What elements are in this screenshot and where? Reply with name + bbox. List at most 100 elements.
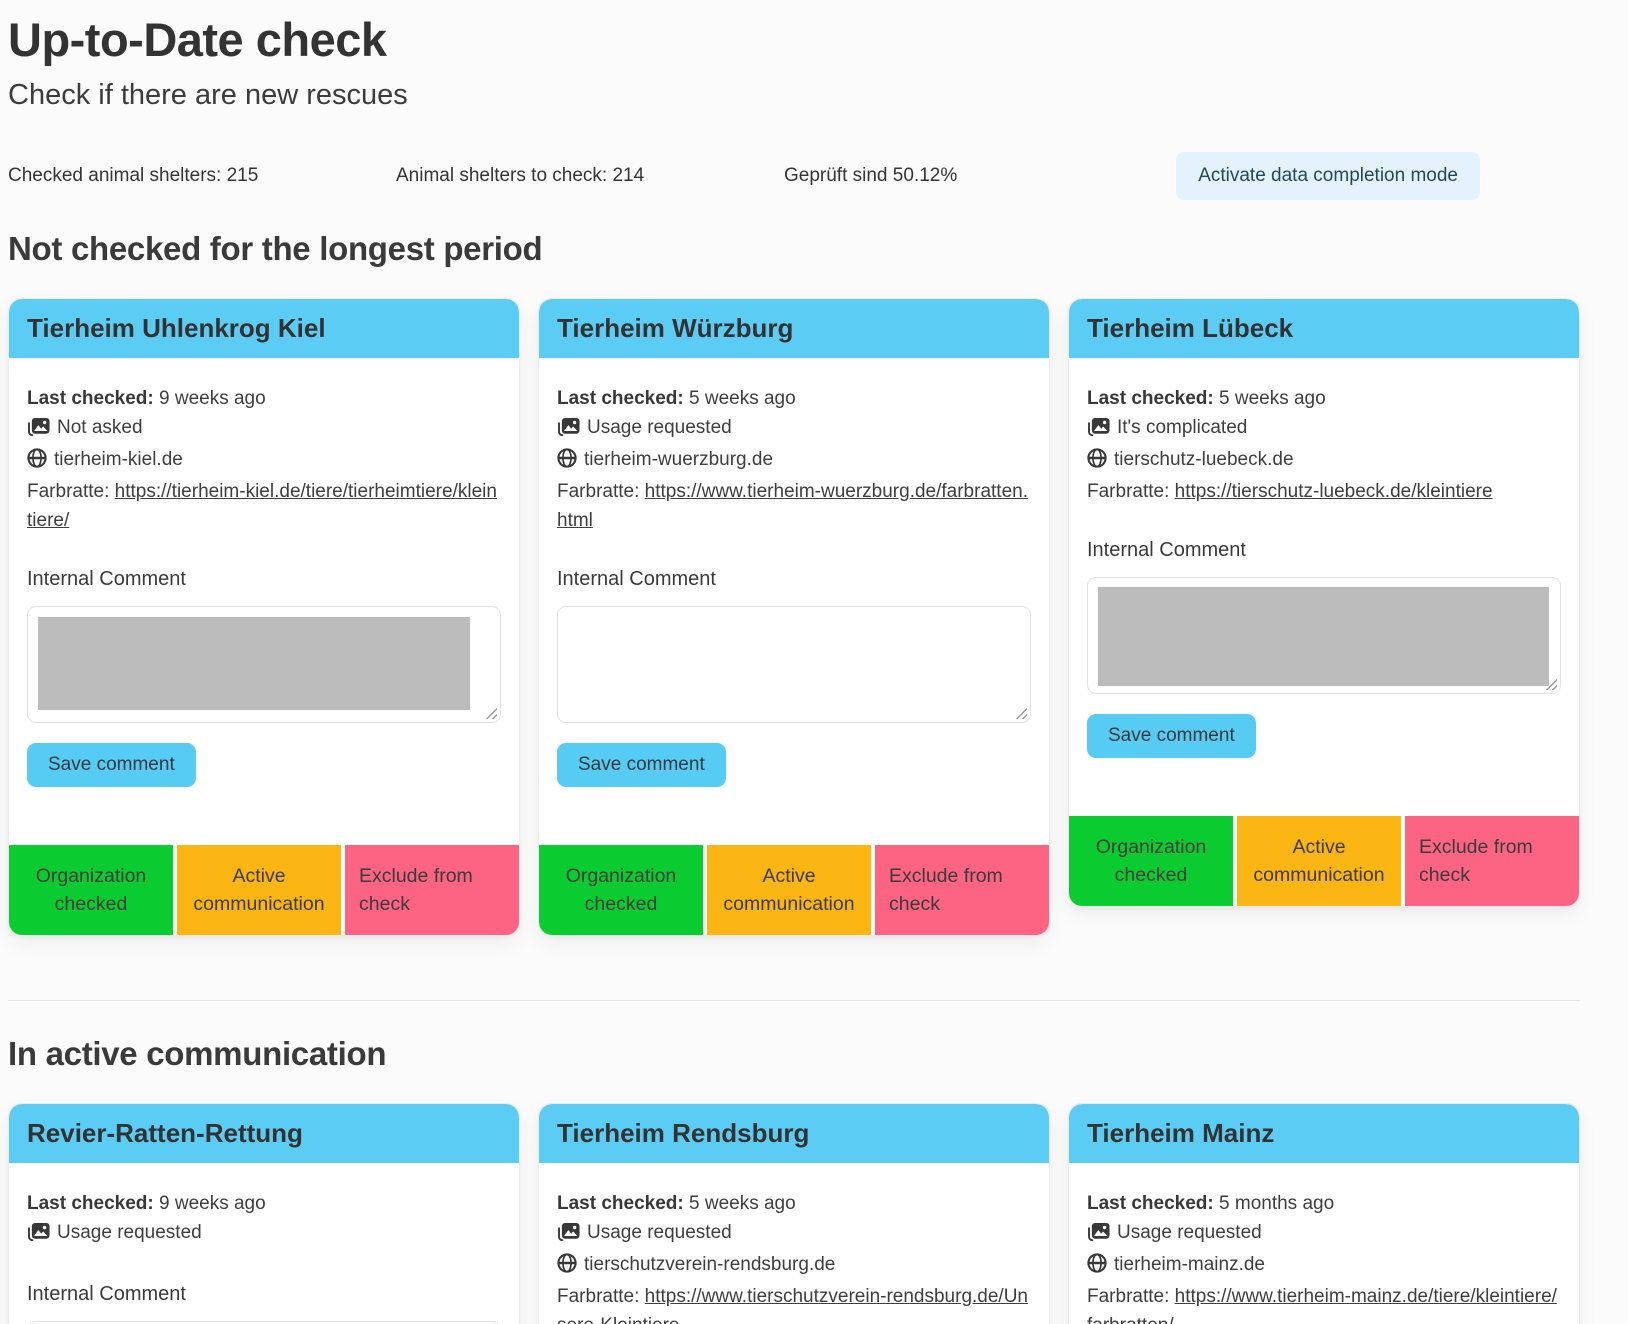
website-text: tierheim-kiel.de (54, 449, 183, 470)
last-checked-line: Last checked: 9 weeks ago (27, 384, 501, 413)
usage-status-line: It's complicated (1087, 413, 1561, 445)
section-title-active-communication: In active communication (8, 1035, 387, 1072)
globe-icon (1087, 1253, 1107, 1282)
usage-status-text: Usage requested (1117, 1222, 1262, 1243)
farbratte-line: Farbratte: https://www.tierheim-mainz.de… (1087, 1282, 1561, 1324)
usage-status-text: Not asked (57, 417, 143, 438)
farbratte-label: Farbratte: (27, 481, 110, 502)
last-checked-value: 5 weeks ago (689, 388, 796, 409)
globe-icon (27, 448, 47, 477)
card-title: Revier-Ratten-Rettung (9, 1104, 519, 1163)
section-divider (8, 1000, 1580, 1001)
active-communication-button[interactable]: Active communication (707, 845, 871, 935)
shelter-card-wuerzburg: Tierheim Würzburg Last checked: 5 weeks … (538, 298, 1050, 936)
exclude-from-check-button[interactable]: Exclude from check (1405, 816, 1579, 906)
last-checked-value: 5 weeks ago (1219, 388, 1326, 409)
website-line: tierheim-kiel.de (27, 445, 501, 477)
usage-status-text: Usage requested (57, 1222, 202, 1243)
shelter-card-kiel: Tierheim Uhlenkrog Kiel Last checked: 9 … (8, 298, 520, 936)
card-title: Tierheim Würzburg (539, 299, 1049, 358)
farbratte-line: Farbratte: https://www.tierheim-wuerzbur… (557, 477, 1031, 535)
website-line: tierschutzverein-rendsburg.de (557, 1250, 1031, 1282)
redacted-comment (38, 617, 470, 710)
usage-status-text: Usage requested (587, 1222, 732, 1243)
stat-checked-shelters: Checked animal shelters: 215 (8, 165, 259, 186)
internal-comment-label: Internal Comment (1087, 539, 1246, 561)
website-line: tierheim-wuerzburg.de (557, 445, 1031, 477)
section-title-not-checked: Not checked for the longest period (8, 230, 543, 267)
save-comment-button[interactable]: Save comment (557, 743, 726, 787)
website-text: tierheim-mainz.de (1114, 1254, 1265, 1275)
website-line: tierschutz-luebeck.de (1087, 445, 1561, 477)
last-checked-line: Last checked: 5 weeks ago (1087, 384, 1561, 413)
farbratte-link[interactable]: https://tierschutz-luebeck.de/kleintiere (1174, 481, 1493, 502)
usage-status-line: Usage requested (557, 413, 1031, 445)
farbratte-label: Farbratte: (557, 1286, 640, 1307)
cards-grid-not-checked: Tierheim Uhlenkrog Kiel Last checked: 9 … (8, 298, 1580, 936)
exclude-from-check-button[interactable]: Exclude from check (345, 845, 519, 935)
usage-status-line: Not asked (27, 413, 501, 445)
active-communication-button[interactable]: Active communication (177, 845, 341, 935)
internal-comment-label: Internal Comment (557, 568, 716, 590)
save-comment-button[interactable]: Save comment (1087, 714, 1256, 758)
redacted-comment (1098, 587, 1549, 686)
farbratte-link[interactable]: https://www.tierheim-mainz.de/tiere/klei… (1087, 1286, 1557, 1324)
usage-status-line: Usage requested (557, 1218, 1031, 1250)
farbratte-link[interactable]: https://www.tierschutzverein-rendsburg.d… (557, 1286, 1028, 1324)
last-checked-value: 5 weeks ago (689, 1193, 796, 1214)
last-checked-line: Last checked: 5 weeks ago (557, 1189, 1031, 1218)
textarea-resize-handle[interactable] (484, 706, 497, 719)
website-line: tierheim-mainz.de (1087, 1250, 1561, 1282)
farbratte-label: Farbratte: (1087, 1286, 1170, 1307)
organization-checked-button[interactable]: Organization checked (9, 845, 173, 935)
card-body: Last checked: 5 weeks ago It's complicat… (1069, 358, 1579, 758)
exclude-from-check-button[interactable]: Exclude from check (875, 845, 1049, 935)
website-text: tierheim-wuerzburg.de (584, 449, 774, 470)
last-checked-value: 9 weeks ago (159, 1193, 266, 1214)
last-checked-line: Last checked: 5 weeks ago (557, 384, 1031, 413)
usage-status-text: It's complicated (1117, 417, 1248, 438)
last-checked-label: Last checked: (1087, 1193, 1214, 1214)
image-icon (1087, 416, 1111, 445)
active-communication-button[interactable]: Active communication (1237, 816, 1401, 906)
globe-icon (557, 1253, 577, 1282)
save-comment-button[interactable]: Save comment (27, 743, 196, 787)
page-subtitle: Check if there are new rescues (8, 79, 408, 111)
internal-comment-textarea[interactable] (27, 606, 501, 723)
internal-comment-textarea[interactable] (557, 606, 1031, 723)
card-title: Tierheim Rendsburg (539, 1104, 1049, 1163)
last-checked-label: Last checked: (1087, 388, 1214, 409)
farbratte-line: Farbratte: https://tierheim-kiel.de/tier… (27, 477, 501, 535)
card-footer: Organization checked Active communicatio… (9, 845, 519, 935)
last-checked-label: Last checked: (557, 1193, 684, 1214)
usage-status-text: Usage requested (587, 417, 732, 438)
activate-data-completion-button[interactable]: Activate data completion mode (1176, 152, 1480, 200)
shelter-card-luebeck: Tierheim Lübeck Last checked: 5 weeks ag… (1068, 298, 1580, 907)
organization-checked-button[interactable]: Organization checked (1069, 816, 1233, 906)
farbratte-link[interactable]: https://www.tierheim-wuerzburg.de/farbra… (557, 481, 1028, 531)
stat-shelters-to-check: Animal shelters to check: 214 (396, 165, 645, 186)
page-title: Up-to-Date check (8, 13, 387, 66)
card-title: Tierheim Mainz (1069, 1104, 1579, 1163)
farbratte-label: Farbratte: (557, 481, 640, 502)
last-checked-line: Last checked: 9 weeks ago (27, 1189, 501, 1218)
usage-status-line: Usage requested (27, 1218, 501, 1250)
organization-checked-button[interactable]: Organization checked (539, 845, 703, 935)
textarea-resize-handle[interactable] (1014, 706, 1027, 719)
internal-comment-label: Internal Comment (27, 568, 186, 590)
shelter-card-rendsburg: Tierheim Rendsburg Last checked: 5 weeks… (538, 1103, 1050, 1324)
internal-comment-label: Internal Comment (27, 1283, 186, 1305)
card-title: Tierheim Lübeck (1069, 299, 1579, 358)
last-checked-line: Last checked: 5 months ago (1087, 1189, 1561, 1218)
website-text: tierschutzverein-rendsburg.de (584, 1254, 836, 1275)
internal-comment-textarea[interactable] (1087, 577, 1561, 694)
farbratte-link[interactable]: https://tierheim-kiel.de/tiere/tierheimt… (27, 481, 497, 531)
shelter-card-mainz: Tierheim Mainz Last checked: 5 months ag… (1068, 1103, 1580, 1324)
card-body: Last checked: 5 months ago Usage request… (1069, 1163, 1579, 1324)
cards-grid-active-communication: Revier-Ratten-Rettung Last checked: 9 we… (8, 1103, 1580, 1324)
last-checked-value: 9 weeks ago (159, 388, 266, 409)
usage-status-line: Usage requested (1087, 1218, 1561, 1250)
stats-row: Checked animal shelters: 215 Animal shel… (8, 152, 1580, 200)
card-body: Last checked: 9 weeks ago Usage requeste… (9, 1163, 519, 1324)
